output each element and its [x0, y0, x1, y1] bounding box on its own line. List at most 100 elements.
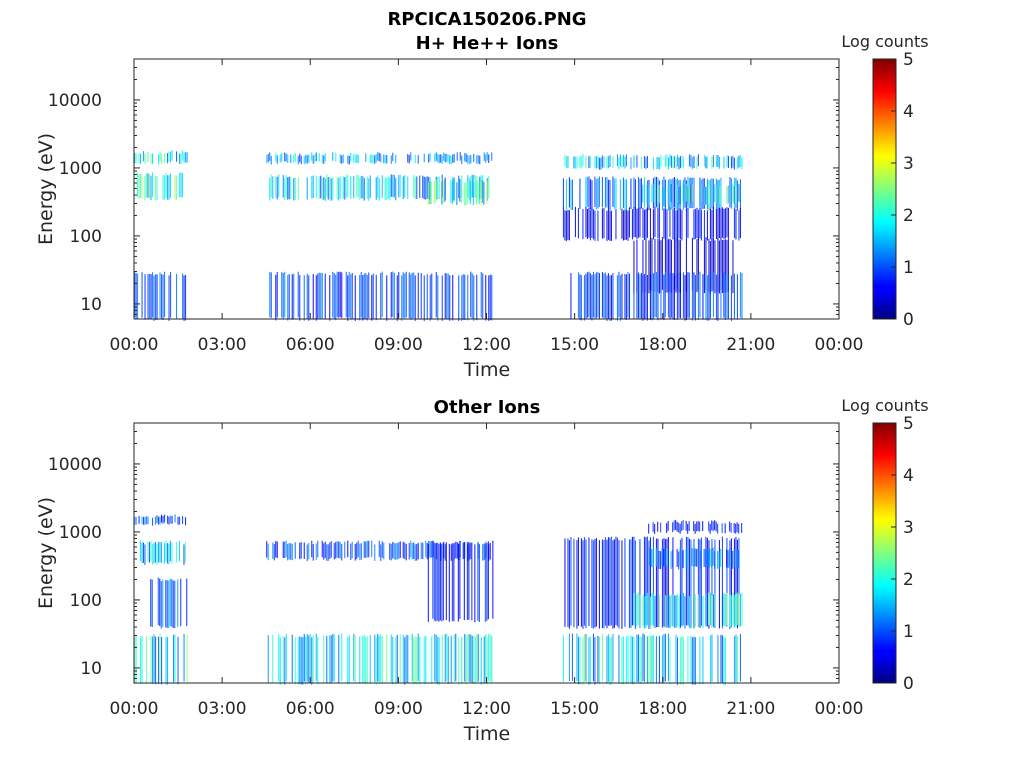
spectrogram-streak	[663, 208, 665, 239]
spectrogram-streak	[589, 273, 591, 319]
spectrogram-streak	[159, 151, 161, 162]
spectrogram-streak	[335, 542, 337, 559]
spectrogram-streak	[732, 155, 734, 168]
colorbar-tick-label: 4	[903, 466, 914, 486]
spectrogram-streak	[402, 272, 404, 318]
spectrogram-streak	[619, 275, 621, 321]
spectrogram-streak	[697, 154, 699, 167]
spectrogram-streak	[582, 637, 584, 685]
spectrogram-streak	[297, 155, 299, 165]
spectrogram-streak	[141, 516, 143, 525]
spectrogram-streak	[168, 275, 170, 321]
spectrogram-streak	[392, 541, 394, 559]
spectrogram-streak	[690, 155, 692, 168]
spectrogram-streak	[685, 274, 687, 320]
spectrogram-streak	[308, 275, 310, 321]
spectrogram-streak	[147, 173, 149, 198]
spectrogram-streak	[639, 636, 641, 684]
spectrogram-streak	[182, 516, 184, 524]
spectrogram-streak	[169, 540, 171, 562]
spectrogram-streak	[673, 177, 675, 208]
spectrogram-streak	[441, 181, 443, 205]
spectrogram-streak	[654, 238, 656, 292]
spectrogram-streak	[702, 636, 704, 685]
spectrogram-streak	[417, 633, 419, 681]
spectrogram-streak	[730, 178, 732, 209]
spectrogram-streak	[660, 240, 662, 294]
spectrogram-streak	[606, 210, 608, 241]
spectrogram-streak	[473, 275, 475, 321]
spectrogram-streak	[709, 548, 711, 567]
spectrogram-streak	[422, 175, 424, 199]
spectrogram-streak	[682, 637, 684, 685]
spectrogram-streak	[294, 637, 296, 685]
spectrogram-streak	[144, 153, 146, 164]
spectrogram-streak	[630, 157, 632, 170]
spectrogram-streak	[333, 273, 335, 319]
spectrogram-streak	[630, 539, 632, 628]
spectrogram-streak	[138, 516, 140, 524]
spectrogram-streak	[702, 521, 704, 531]
spectrogram-streak	[275, 541, 277, 558]
spectrogram-streak	[693, 177, 695, 208]
spectrogram-streak	[633, 536, 635, 626]
spectrogram-streak	[284, 637, 286, 685]
spectrogram-streak	[685, 536, 687, 626]
y-tick-label: 1000	[59, 159, 102, 179]
spectrogram-streak	[669, 178, 671, 210]
spectrogram-streak	[180, 172, 182, 197]
spectrogram-streak	[651, 549, 653, 567]
spectrogram-streak	[182, 150, 184, 161]
spectrogram-streak	[594, 156, 596, 169]
spectrogram-streak	[733, 523, 735, 533]
spectrogram-streak	[291, 543, 293, 561]
spectrogram-streak	[164, 514, 166, 523]
spectrogram-streak	[159, 272, 161, 318]
spectrogram-streak	[393, 174, 395, 198]
spectrogram-streak	[317, 273, 319, 320]
spectrogram-streak	[735, 634, 737, 682]
spectrogram-streak	[682, 550, 684, 569]
spectrogram-streak	[359, 275, 361, 321]
spectrogram-streak	[416, 544, 418, 561]
spectrogram-streak	[733, 207, 735, 239]
spectrogram-streak	[625, 636, 627, 685]
spectrogram-streak	[631, 209, 633, 240]
spectrogram-streak	[735, 185, 737, 204]
spectrogram-streak	[368, 272, 370, 318]
spectrogram-streak	[461, 636, 463, 684]
spectrogram-streak	[675, 239, 677, 293]
spectrogram-streak	[475, 181, 477, 205]
spectrogram-streak	[485, 634, 487, 682]
spectrogram-streak	[168, 516, 170, 525]
spectrogram-streak	[181, 172, 183, 198]
spectrogram-streak	[696, 521, 698, 532]
spectrogram-streak	[700, 550, 702, 569]
spectrogram-streak	[726, 155, 728, 168]
x-tick-label: 09:00	[374, 699, 423, 719]
spectrogram-streak	[491, 635, 493, 684]
y-tick-label: 1000	[59, 523, 102, 543]
spectrogram-streak	[291, 274, 293, 320]
spectrogram-streak	[311, 637, 313, 685]
spectrogram-streak	[375, 177, 377, 200]
spectrogram-streak	[616, 537, 618, 627]
spectrogram-streak	[282, 541, 284, 559]
spectrogram-streak	[460, 180, 462, 204]
spectrogram-streak	[729, 177, 731, 208]
spectrogram-streak	[597, 636, 599, 684]
spectrogram-streak	[621, 636, 623, 685]
spectrogram-streak	[616, 154, 618, 167]
spectrogram-streak	[467, 155, 469, 164]
spectrogram-streak	[160, 542, 162, 563]
spectrogram-streak	[715, 155, 717, 168]
spectrogram-streak	[591, 207, 593, 238]
spectrogram-streak	[670, 184, 672, 202]
spectrogram-streak	[408, 272, 410, 318]
spectrogram-streak	[661, 539, 663, 628]
spectrogram-streak	[628, 539, 630, 628]
spectrogram-streak	[396, 634, 398, 683]
spectrogram-streak	[150, 579, 152, 627]
spectrogram-streak	[284, 177, 286, 201]
spectrogram-streak	[681, 155, 683, 168]
